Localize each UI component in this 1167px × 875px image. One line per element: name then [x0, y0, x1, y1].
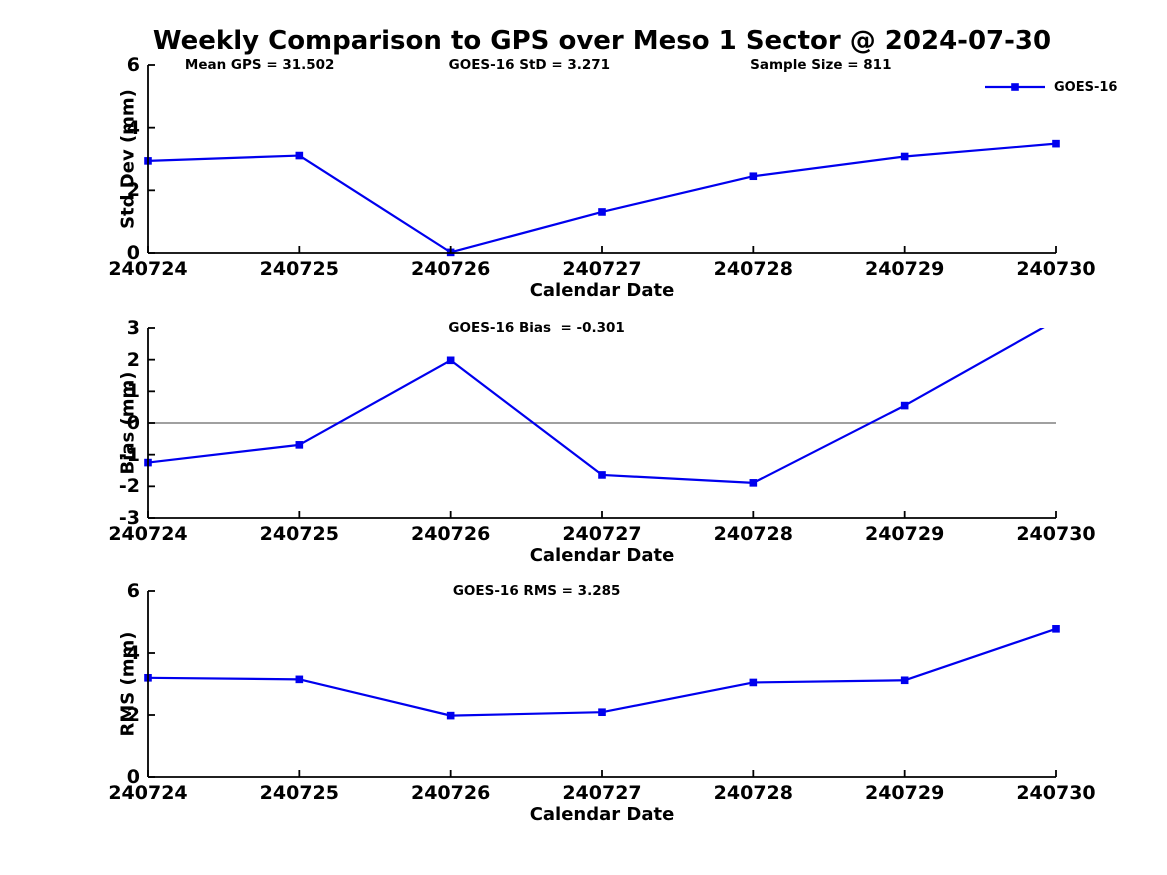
x-tick-label: 240728 — [713, 258, 793, 280]
y-tick-label: 1 — [126, 380, 140, 403]
data-point-marker — [1052, 139, 1060, 148]
legend: GOES-16 — [984, 79, 1117, 95]
data-point-marker — [749, 172, 758, 181]
x-tick-label: 240730 — [1016, 523, 1096, 545]
x-tick-label: 240724 — [108, 523, 188, 545]
data-point-marker — [598, 208, 606, 216]
y-tick-label: 6 — [126, 580, 140, 602]
x-tick-label: 240727 — [562, 258, 642, 280]
bias-line — [147, 328, 1045, 484]
y-tick-label: 4 — [126, 116, 140, 139]
data-point-marker — [900, 676, 909, 685]
chart-rms — [144, 590, 1060, 778]
chart-std-dev — [144, 64, 1060, 257]
x-tick-label: 240724 — [108, 258, 188, 280]
data-point-marker — [749, 479, 758, 487]
y-tick-label: 2 — [126, 179, 140, 202]
x-tick-label: 240728 — [713, 523, 793, 545]
x-tick-label: 240730 — [1016, 258, 1096, 280]
data-point-marker — [295, 441, 304, 449]
x-tick-label: 240730 — [1016, 782, 1096, 804]
x-tick-label: 240725 — [259, 782, 339, 804]
x-axis-label: Calendar Date — [529, 804, 675, 825]
data-point-marker — [295, 151, 304, 160]
x-axis-label: Calendar Date — [529, 280, 675, 301]
x-tick-label: 240728 — [713, 782, 793, 804]
y-tick-label: 4 — [126, 642, 140, 664]
y-tick-label: -2 — [118, 475, 140, 498]
annotation: Mean GPS = 31.502 — [184, 57, 335, 73]
annotation: Sample Size = 811 — [750, 57, 892, 73]
y-tick-label: 0 — [126, 412, 140, 434]
x-tick-label: 240726 — [410, 258, 491, 280]
data-point-marker — [295, 675, 304, 684]
x-tick-label: 240727 — [562, 782, 642, 804]
y-axis-label: RMS (mm) — [117, 631, 139, 737]
data-point-marker — [749, 678, 758, 687]
x-tick-label: 240726 — [410, 782, 491, 804]
data-point-marker — [1052, 625, 1060, 633]
y-tick-label: -3 — [118, 507, 140, 529]
legend-line-icon — [985, 83, 1045, 91]
data-point-marker — [446, 356, 455, 365]
std-dev-line — [147, 142, 1057, 254]
data-point-marker — [598, 708, 606, 717]
x-tick-label: 240729 — [864, 523, 945, 545]
data-point-marker — [446, 711, 455, 720]
y-tick-label: 2 — [126, 348, 140, 371]
annotation: GOES-16 StD = 3.271 — [448, 57, 611, 73]
y-tick-label: 0 — [126, 242, 140, 264]
y-tick-label: 3 — [126, 317, 140, 339]
x-tick-label: 240725 — [259, 258, 339, 280]
y-axis-label: Std Dev (mm) — [117, 89, 139, 229]
x-tick-label: 240725 — [259, 523, 339, 545]
data-point-marker — [900, 401, 909, 410]
y-tick-label: 6 — [126, 54, 140, 76]
y-tick-label: -1 — [118, 443, 140, 466]
x-tick-label: 240729 — [864, 258, 945, 280]
x-tick-label: 240727 — [562, 523, 642, 545]
y-axis-label: Bias (mm) — [117, 371, 139, 475]
rms-line — [147, 627, 1057, 717]
x-tick-label: 240729 — [864, 782, 945, 804]
legend-label: GOES-16 — [1054, 79, 1118, 95]
data-point-marker — [598, 471, 606, 479]
y-tick-label: 0 — [126, 766, 140, 788]
legend-marker-sample — [1011, 83, 1019, 91]
annotation: GOES-16 Bias = -0.301 — [448, 320, 625, 336]
data-point-marker — [900, 152, 909, 161]
x-tick-label: 240724 — [108, 782, 188, 804]
chart-bias — [144, 327, 1057, 519]
x-axis-label: Calendar Date — [529, 545, 675, 566]
figure-title: Weekly Comparison to GPS over Meso 1 Sec… — [152, 26, 1052, 56]
annotation: GOES-16 RMS = 3.285 — [452, 583, 621, 599]
y-tick-label: 2 — [126, 704, 140, 726]
x-tick-label: 240726 — [410, 523, 491, 545]
